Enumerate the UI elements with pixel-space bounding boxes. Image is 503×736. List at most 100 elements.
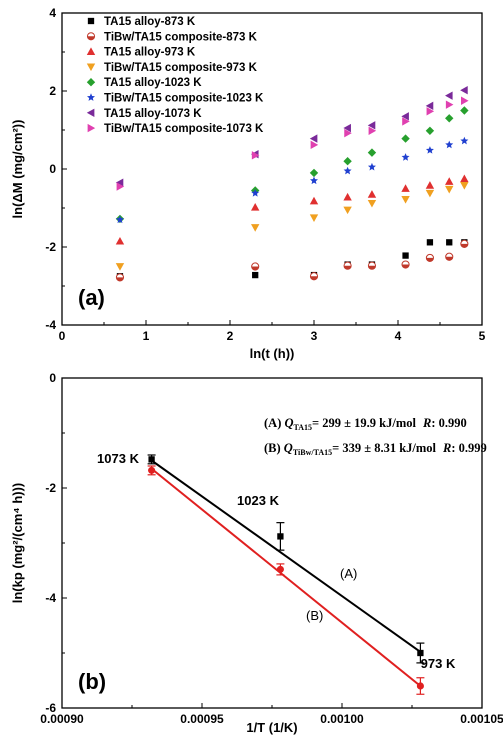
panel-a-point bbox=[425, 189, 435, 198]
legend-entry-label: TiBw/TA15 composite-973 K bbox=[104, 62, 258, 74]
panel-b-point bbox=[416, 682, 424, 690]
panel-a-point bbox=[425, 101, 434, 111]
panel-a-point bbox=[460, 86, 468, 95]
panel-a-x-tick-label: 3 bbox=[311, 329, 318, 343]
panel-a-y-tick-label: 2 bbox=[49, 84, 56, 98]
legend-entry-label: TiBw/TA15 composite-1023 K bbox=[104, 93, 264, 105]
panel-a-x-tick-label: 5 bbox=[479, 329, 486, 343]
panel-a-point bbox=[425, 146, 434, 154]
panel-b-y-axis-label: ln(kp (mg²/(cm⁴ h))) bbox=[10, 483, 25, 604]
panel-a-ticks: 0 1 2 3 4 5 -4 -2 0 2 4 bbox=[45, 6, 485, 343]
panel-a-point bbox=[116, 182, 125, 191]
panel-a-point bbox=[445, 100, 454, 109]
panel-a-x-tick-label: 0 bbox=[59, 329, 66, 343]
panel-a-point bbox=[115, 273, 125, 282]
panel-a-point bbox=[460, 174, 469, 183]
panel-a-y-tick-label: 0 bbox=[49, 162, 56, 176]
panel-a-point bbox=[251, 188, 260, 197]
panel-a-point bbox=[343, 157, 352, 166]
panel-a-label: (a) bbox=[78, 285, 105, 310]
panel-b-point bbox=[417, 649, 424, 657]
panel-b-x-axis-label: 1/T (1/K) bbox=[246, 720, 297, 735]
legend-marker bbox=[86, 108, 95, 117]
panel-a-point bbox=[115, 178, 124, 187]
panel-a-point bbox=[445, 91, 453, 100]
panel-a-point bbox=[343, 206, 352, 215]
panel-b-ticks: 0.00090 0.00095 0.00100 0.00105 -6 -4 -2 0 bbox=[40, 371, 503, 726]
panel-a-point bbox=[309, 168, 319, 178]
legend-entry-label: TiBw/TA15 composite-1073 K bbox=[104, 123, 264, 135]
panel-b-point bbox=[148, 456, 155, 463]
panel-a-point bbox=[367, 190, 377, 198]
panel-a-point bbox=[401, 184, 410, 192]
panel-a-point bbox=[251, 224, 260, 232]
legend-marker bbox=[86, 47, 96, 55]
panel-a-x-tick-label: 1 bbox=[143, 329, 150, 343]
panel-a-point bbox=[310, 140, 319, 150]
panel-a-point bbox=[367, 199, 377, 208]
panel-a-point bbox=[309, 272, 319, 281]
panel-a-point bbox=[368, 126, 377, 135]
legend-entry-label: TiBw/TA15 composite-873 K bbox=[104, 31, 258, 43]
panel-b-point bbox=[277, 533, 284, 540]
panel-b: 0.00090 0.00095 0.00100 0.00105 -6 -4 -2 0 (A) … bbox=[10, 371, 503, 735]
fit-line bbox=[150, 467, 422, 687]
panel-a-point bbox=[401, 260, 410, 269]
panel-a-point bbox=[367, 162, 376, 171]
panel-a-point bbox=[343, 261, 352, 270]
panel-a-y-tick-label: -2 bbox=[45, 240, 56, 254]
panel-b-x-tick-label: 0.00100 bbox=[320, 712, 364, 726]
legend-marker bbox=[87, 123, 96, 133]
panel-a-point bbox=[401, 112, 409, 121]
panel-a-y-tick-label: 4 bbox=[49, 6, 56, 20]
panel-a-legend: TA15 alloy-873 K TiBw/TA15 composite-873 … bbox=[86, 16, 264, 135]
fit-line bbox=[151, 459, 421, 653]
panel-a-point bbox=[343, 192, 352, 201]
panel-a-point bbox=[460, 239, 469, 248]
legend-marker bbox=[87, 93, 95, 101]
panel-a-point bbox=[401, 153, 410, 161]
panel-a-x-tick-label: 4 bbox=[395, 329, 402, 343]
panel-a-point bbox=[367, 121, 376, 130]
panel-a-point bbox=[460, 182, 469, 190]
panel-b-label: (b) bbox=[78, 669, 106, 694]
panel-a-point bbox=[367, 148, 377, 157]
legend-marker bbox=[87, 17, 95, 25]
panel-a-point bbox=[344, 128, 352, 138]
panel-a-point bbox=[425, 126, 435, 135]
panel-a-point bbox=[445, 140, 454, 149]
panel-a-point bbox=[460, 136, 469, 145]
panel-a-point bbox=[309, 134, 318, 143]
legend-entry-label: TA15 alloy-973 K bbox=[104, 47, 196, 59]
panel-b-y-tick-label: -4 bbox=[45, 591, 56, 605]
panel-a-y-axis-label: ln(ΔM (mg/cm²)) bbox=[10, 120, 25, 219]
panel-b-point bbox=[148, 466, 156, 474]
panel-a-point bbox=[426, 239, 434, 246]
legend-marker bbox=[86, 63, 96, 72]
panel-a-point bbox=[367, 261, 377, 270]
panel-a-point bbox=[425, 181, 435, 189]
panel-a-point bbox=[115, 263, 125, 271]
panel-a-point bbox=[115, 236, 125, 245]
panel-a-point bbox=[251, 151, 260, 160]
panel-a-points bbox=[115, 86, 469, 282]
panel-a-point bbox=[252, 271, 259, 279]
panel-a-point bbox=[401, 196, 410, 204]
legend-entry-label: TA15 alloy-1073 K bbox=[104, 108, 202, 120]
panel-a: 0 1 2 3 4 5 -4 -2 0 2 4 TA15 alloy-873 K TiBw/TA15 … bbox=[10, 6, 486, 361]
panel-b-point bbox=[276, 565, 284, 573]
panel-a-plot-frame bbox=[61, 12, 483, 326]
legend-marker bbox=[86, 78, 96, 87]
line-label-a: (A) bbox=[340, 566, 357, 581]
panel-a-point bbox=[309, 196, 319, 205]
legend-entry-label: TA15 alloy-873 K bbox=[104, 16, 196, 28]
legend-marker bbox=[86, 32, 96, 41]
panel-a-point bbox=[445, 114, 454, 123]
panel-a-point bbox=[309, 214, 319, 222]
legend-entry-label: TA15 alloy-1023 K bbox=[104, 77, 202, 89]
panel-b-fit-lines bbox=[150, 459, 422, 687]
panel-b-points bbox=[147, 454, 425, 695]
panel-b-x-tick-label: 0.00090 bbox=[40, 712, 84, 726]
panel-b-y-tick-label: 0 bbox=[49, 371, 56, 385]
panel-a-point bbox=[343, 166, 352, 175]
